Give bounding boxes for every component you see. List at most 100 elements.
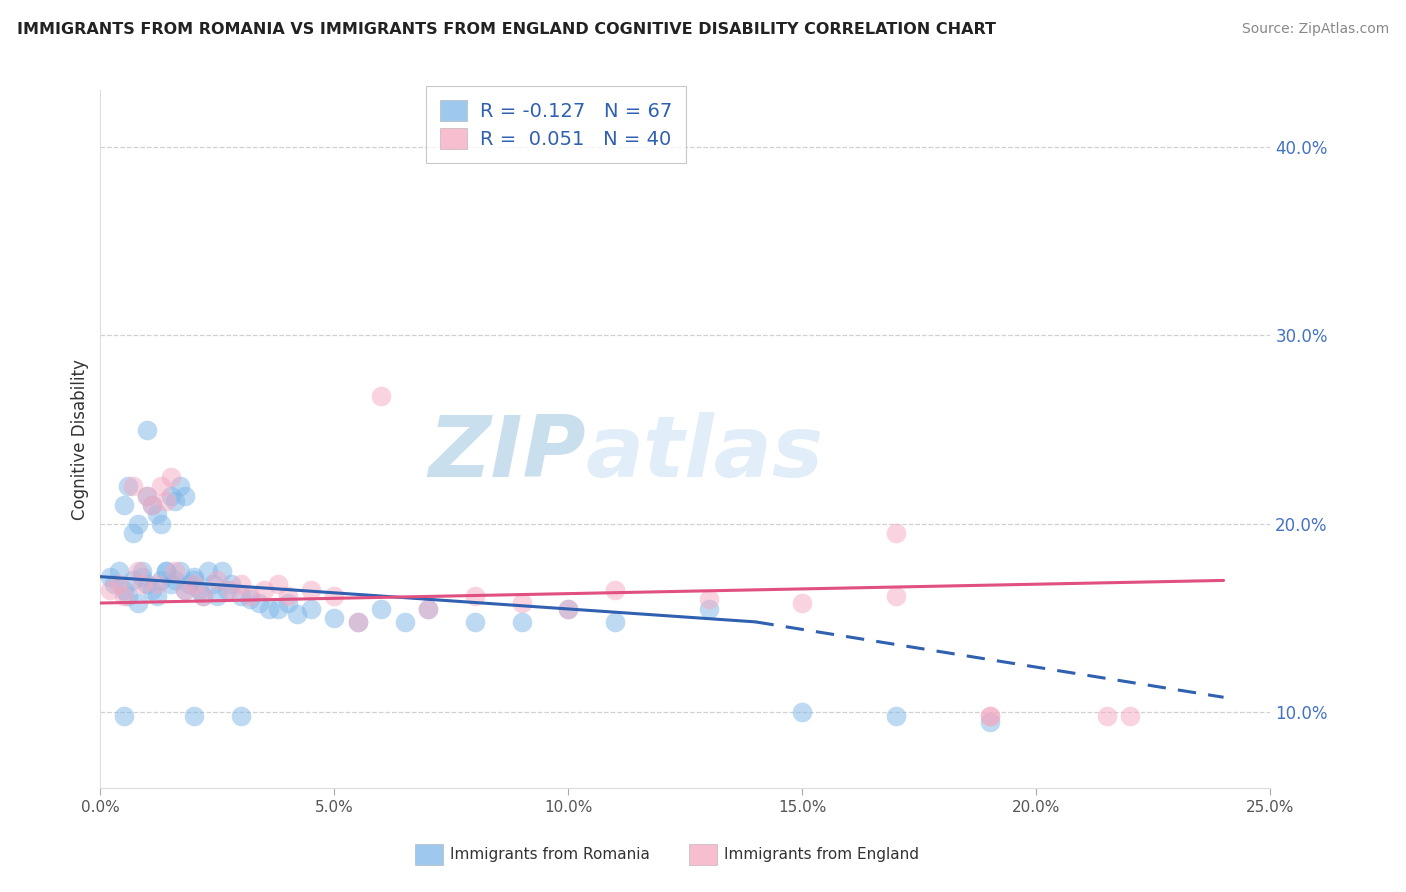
Point	[112, 709, 135, 723]
Point	[127, 516, 149, 531]
Point	[221, 582, 243, 597]
Point	[979, 709, 1001, 723]
Point	[697, 592, 720, 607]
Point	[267, 577, 290, 591]
Point	[122, 574, 145, 588]
Point	[131, 577, 153, 591]
Point	[277, 596, 299, 610]
Point	[131, 569, 153, 583]
Point	[201, 577, 224, 591]
Text: Immigrants from Romania: Immigrants from Romania	[450, 847, 650, 862]
Text: ZIP: ZIP	[429, 411, 586, 494]
Point	[346, 615, 368, 629]
Point	[299, 601, 322, 615]
Point	[179, 577, 201, 591]
Point	[112, 589, 135, 603]
Point	[141, 498, 163, 512]
Point	[346, 615, 368, 629]
Point	[122, 526, 145, 541]
Legend: R = -0.127   N = 67, R =  0.051   N = 40: R = -0.127 N = 67, R = 0.051 N = 40	[426, 87, 686, 162]
Text: atlas: atlas	[586, 411, 824, 494]
Point	[323, 589, 346, 603]
Point	[173, 582, 195, 597]
Point	[117, 589, 139, 603]
Point	[267, 601, 290, 615]
Point	[211, 564, 233, 578]
Point	[229, 709, 252, 723]
Point	[127, 564, 149, 578]
Point	[285, 607, 308, 622]
Text: Immigrants from England: Immigrants from England	[724, 847, 920, 862]
Point	[103, 577, 125, 591]
Point	[183, 574, 205, 588]
Point	[207, 589, 229, 603]
Point	[229, 589, 252, 603]
Point	[127, 596, 149, 610]
Point	[416, 601, 439, 615]
Point	[136, 489, 159, 503]
Point	[249, 596, 271, 610]
Point	[884, 526, 907, 541]
Point	[165, 564, 187, 578]
Text: IMMIGRANTS FROM ROMANIA VS IMMIGRANTS FROM ENGLAND COGNITIVE DISABILITY CORRELAT: IMMIGRANTS FROM ROMANIA VS IMMIGRANTS FR…	[17, 22, 995, 37]
Point	[187, 582, 209, 597]
Text: Source: ZipAtlas.com: Source: ZipAtlas.com	[1241, 22, 1389, 37]
Point	[159, 489, 181, 503]
Point	[370, 389, 392, 403]
Point	[145, 589, 167, 603]
Point	[131, 564, 153, 578]
Point	[136, 577, 159, 591]
Point	[257, 601, 280, 615]
Point	[193, 589, 215, 603]
Point	[122, 479, 145, 493]
Point	[605, 615, 627, 629]
Point	[884, 589, 907, 603]
Point	[136, 423, 159, 437]
Point	[108, 577, 131, 591]
Point	[229, 577, 252, 591]
Point	[1095, 709, 1118, 723]
Point	[510, 615, 533, 629]
Point	[277, 589, 299, 603]
Point	[464, 589, 486, 603]
Point	[697, 601, 720, 615]
Point	[183, 577, 205, 591]
Point	[183, 569, 205, 583]
Point	[145, 508, 167, 522]
Y-axis label: Cognitive Disability: Cognitive Disability	[72, 359, 89, 519]
Point	[510, 596, 533, 610]
Point	[159, 469, 181, 483]
Point	[173, 489, 195, 503]
Point	[98, 569, 121, 583]
Point	[1119, 709, 1142, 723]
Point	[884, 709, 907, 723]
Point	[253, 582, 276, 597]
Point	[117, 479, 139, 493]
Point	[239, 589, 262, 603]
Point	[193, 589, 215, 603]
Point	[169, 479, 191, 493]
Point	[416, 601, 439, 615]
Point	[370, 601, 392, 615]
Point	[108, 564, 131, 578]
Point	[155, 494, 177, 508]
Point	[145, 577, 167, 591]
Point	[792, 706, 814, 720]
Point	[150, 574, 173, 588]
Point	[155, 564, 177, 578]
Point	[173, 582, 195, 597]
Point	[112, 498, 135, 512]
Point	[605, 582, 627, 597]
Point	[299, 582, 322, 597]
Point	[394, 615, 416, 629]
Point	[155, 564, 177, 578]
Point	[215, 582, 238, 597]
Point	[150, 516, 173, 531]
Point	[141, 582, 163, 597]
Point	[979, 714, 1001, 729]
Point	[98, 582, 121, 597]
Point	[239, 592, 262, 607]
Point	[112, 582, 135, 597]
Point	[159, 577, 181, 591]
Point	[557, 601, 579, 615]
